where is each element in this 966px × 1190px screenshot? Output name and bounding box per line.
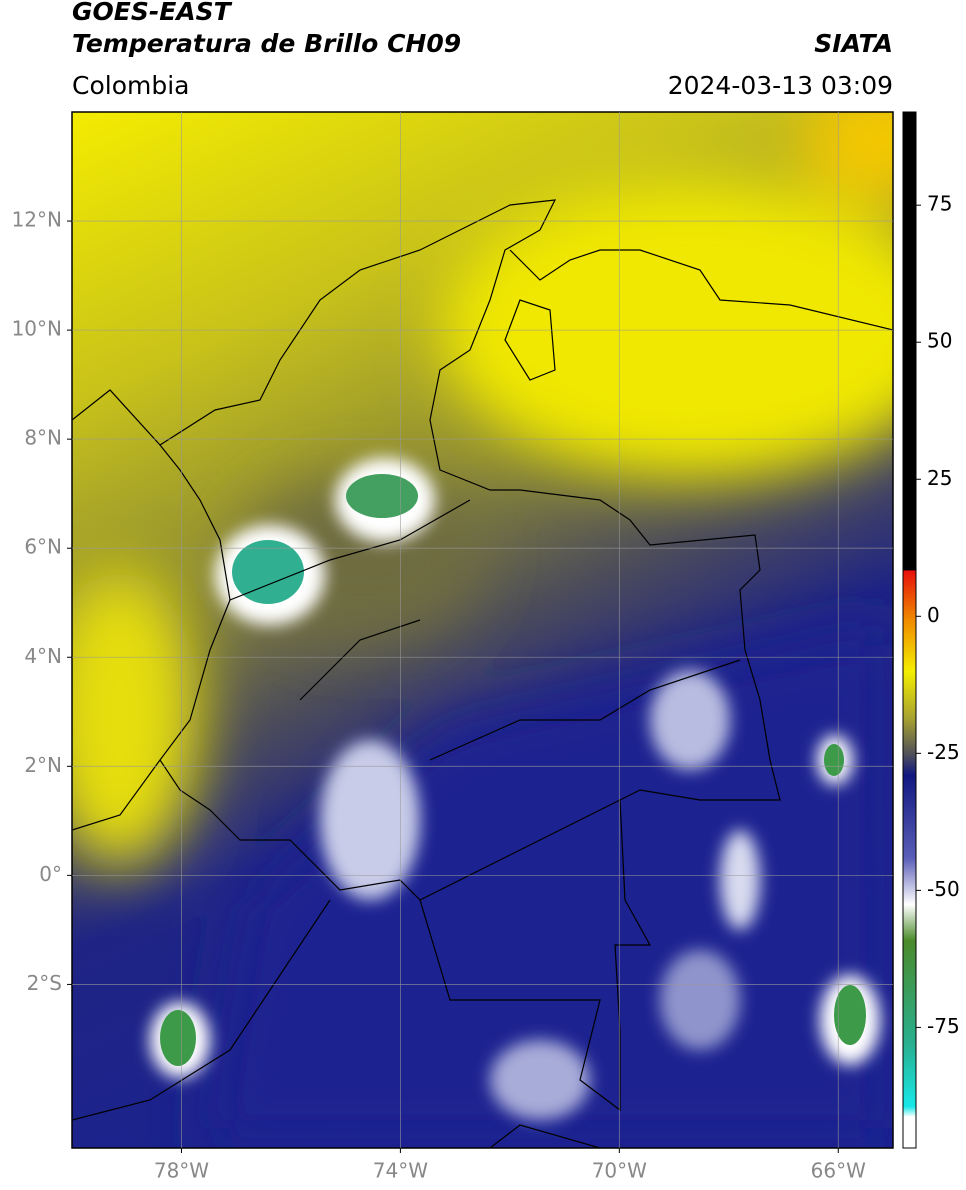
y-tick-label: 6°N (24, 535, 62, 559)
title: GOES-EAST (72, 0, 233, 26)
colorbar-tick-label: -75 (927, 1014, 960, 1038)
datetime: 2024-03-13 03:09 (668, 71, 893, 100)
y-tick-label: 0° (39, 862, 62, 886)
x-tick-label: 74°W (373, 1159, 428, 1183)
map-image (72, 112, 893, 1148)
y-tick-label: 2°N (24, 753, 62, 777)
y-tick-label: 2°S (27, 971, 62, 995)
colorbar (902, 111, 917, 1149)
colorbar-tick-label: -25 (927, 740, 960, 764)
subtitle: Temperatura de Brillo CH09 (72, 29, 461, 58)
colorbar-tick-label: 75 (927, 192, 952, 216)
y-tick-label: 4°N (24, 644, 62, 668)
x-tick-label: 78°W (154, 1159, 209, 1183)
x-tick-label: 70°W (592, 1159, 647, 1183)
source: SIATA (814, 29, 893, 58)
map-frame (71, 111, 894, 1149)
colorbar-tick-label: 25 (927, 466, 952, 490)
y-tick-label: 8°N (24, 426, 62, 450)
y-tick-label: 10°N (12, 317, 62, 341)
colorbar-tick-label: 50 (927, 329, 952, 353)
colorbar-tick-label: -50 (927, 877, 960, 901)
region: Colombia (72, 71, 189, 100)
colorbar-tick-label: 0 (927, 603, 940, 627)
y-tick-label: 12°N (12, 208, 62, 232)
x-tick-label: 66°W (811, 1159, 866, 1183)
